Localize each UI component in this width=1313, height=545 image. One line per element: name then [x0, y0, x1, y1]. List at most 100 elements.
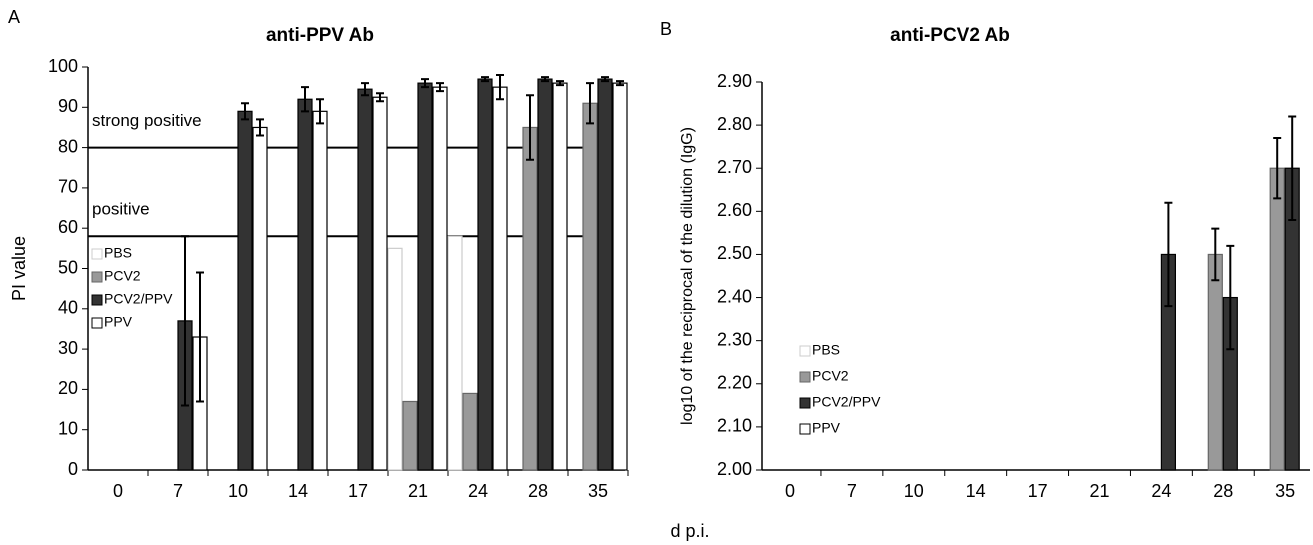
y-tick-label: 2.70	[717, 157, 752, 177]
legend-swatch	[91, 294, 103, 306]
reference-label: positive	[92, 200, 150, 219]
x-tick-label: 21	[408, 481, 428, 501]
error-bar	[556, 80, 564, 87]
x-tick-label: 28	[528, 481, 548, 501]
x-tick-label: 17	[348, 481, 368, 501]
legend-swatch	[91, 271, 103, 283]
y-tick-label: 2.60	[717, 200, 752, 220]
bar	[597, 78, 613, 471]
panel-letter: B	[660, 19, 672, 39]
bar	[477, 78, 493, 471]
bar	[237, 110, 253, 471]
x-tick-label: 7	[847, 481, 857, 501]
x-tick-label: 14	[288, 481, 308, 501]
x-tick-label: 7	[173, 481, 183, 501]
error-bar	[181, 235, 189, 407]
legend-swatch	[799, 423, 811, 435]
x-tick-label: 24	[1151, 481, 1171, 501]
legend-label: PPV	[812, 420, 841, 436]
y-tick-label: 2.20	[717, 373, 752, 393]
bar	[297, 98, 313, 471]
y-tick-label: 90	[58, 96, 78, 116]
error-bar	[1288, 115, 1297, 221]
y-tick-label: 10	[58, 418, 78, 438]
error-bar	[496, 74, 504, 101]
x-tick-label: 0	[785, 481, 795, 501]
legend-swatch	[91, 248, 103, 260]
y-tick-label: 2.40	[717, 286, 752, 306]
legend-label: PCV2/PPV	[104, 291, 173, 307]
x-tick-label: 28	[1213, 481, 1233, 501]
y-tick-label: 2.10	[717, 416, 752, 436]
x-tick-label: 17	[1028, 481, 1048, 501]
x-tick-label: 0	[113, 481, 123, 501]
y-tick-label: 40	[58, 298, 78, 318]
error-bar	[481, 76, 489, 83]
bar	[552, 82, 568, 471]
legend-swatch	[799, 345, 811, 357]
bar	[582, 102, 598, 471]
legend-label: PCV2	[104, 268, 141, 284]
x-tick-label: 10	[904, 481, 924, 501]
error-bar	[301, 86, 309, 113]
panel-letter: A	[8, 7, 20, 27]
error-bar	[526, 94, 534, 161]
error-bar	[586, 82, 594, 125]
legend-label: PBS	[812, 342, 840, 358]
bar	[432, 86, 448, 471]
error-bar	[1226, 244, 1235, 351]
y-tick-label: 60	[58, 217, 78, 237]
x-tick-label: 10	[228, 481, 248, 501]
legend-label: PBS	[104, 245, 132, 261]
bar	[462, 392, 478, 471]
bar	[447, 235, 463, 471]
error-bar	[1164, 201, 1173, 308]
y-axis-label: PI value	[9, 236, 29, 301]
x-tick-label: 35	[588, 481, 608, 501]
bar	[357, 88, 373, 471]
y-tick-label: 30	[58, 338, 78, 358]
chart-title: anti-PPV Ab	[266, 25, 374, 46]
y-tick-label: 2.30	[717, 329, 752, 349]
error-bar	[421, 78, 429, 89]
chart-title: anti-PCV2 Ab	[890, 25, 1010, 46]
legend-label: PCV2/PPV	[812, 394, 881, 410]
legend-swatch	[91, 317, 103, 329]
bar	[537, 78, 553, 471]
bar	[612, 82, 628, 471]
y-tick-label: 70	[58, 177, 78, 197]
y-tick-label: 20	[58, 378, 78, 398]
error-bar	[256, 118, 264, 137]
x-tick-label: 35	[1275, 481, 1295, 501]
y-tick-label: 0	[68, 459, 78, 479]
x-tick-label: 14	[966, 481, 986, 501]
y-tick-label: 100	[48, 56, 78, 76]
legend-swatch	[799, 371, 811, 383]
x-tick-label: 21	[1089, 481, 1109, 501]
error-bar	[196, 271, 204, 403]
y-tick-label: 2.00	[717, 459, 752, 479]
bar	[252, 126, 268, 471]
bar	[372, 96, 388, 471]
bar	[312, 110, 328, 471]
error-bar	[436, 82, 444, 93]
legend-label: PCV2	[812, 368, 849, 384]
bar	[1269, 167, 1285, 471]
bar	[522, 126, 538, 471]
error-bar	[616, 80, 624, 87]
y-axis-label: log10 of the reciprocal of the dilution …	[679, 127, 696, 425]
error-bar	[241, 102, 249, 121]
error-bar	[541, 76, 549, 83]
y-tick-label: 2.50	[717, 243, 752, 263]
y-tick-label: 2.90	[717, 71, 752, 91]
y-tick-label: 50	[58, 257, 78, 277]
bar	[387, 247, 403, 471]
reference-label: strong positive	[92, 111, 202, 130]
legend-label: PPV	[104, 314, 133, 330]
error-bar	[316, 98, 324, 125]
y-tick-label: 2.80	[717, 114, 752, 134]
y-tick-label: 80	[58, 136, 78, 156]
error-bar	[361, 82, 369, 97]
x-axis-label: d p.i.	[670, 521, 709, 541]
